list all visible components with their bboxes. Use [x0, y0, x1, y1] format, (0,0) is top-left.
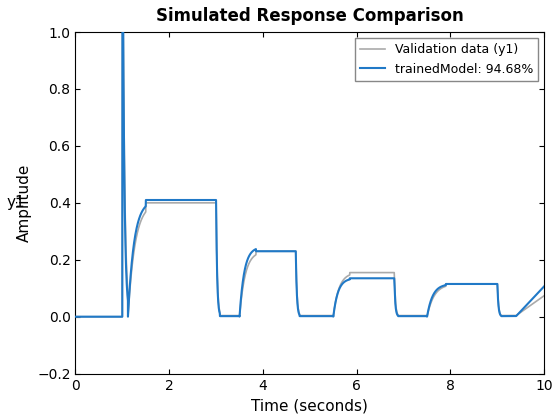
Line: trainedModel: 94.68%: trainedModel: 94.68%	[76, 32, 544, 317]
Validation data (y1)	[516, 311, 523, 316]
X-axis label: Time (seconds): Time (seconds)	[251, 398, 368, 413]
trainedModel: 94.68%: (0, 0): 94.68%: (0, 0)	[72, 314, 79, 319]
Validation data (y1)	[72, 314, 79, 319]
Validation data (y1)	[100, 314, 107, 319]
trainedModel: 94.68%: (0.414, 0): 94.68%: (0.414, 0)	[91, 314, 98, 319]
trainedModel: 94.68%: (0.598, 0): 94.68%: (0.598, 0)	[100, 314, 107, 319]
Validation data (y1)	[541, 293, 548, 298]
Legend: Validation data (y1), trainedModel: 94.68%: Validation data (y1), trainedModel: 94.6…	[354, 38, 538, 81]
trainedModel: 94.68%: (4.89, 0.002): 94.68%: (4.89, 0.002)	[301, 314, 308, 319]
Line: Validation data (y1): Validation data (y1)	[76, 32, 544, 317]
Y-axis label: y1: y1	[7, 195, 26, 210]
trainedModel: 94.68%: (9.47, 0.0144): 94.68%: (9.47, 0.0144)	[516, 310, 523, 315]
Validation data (y1)	[74, 314, 81, 319]
Validation data (y1)	[119, 29, 125, 34]
Validation data (y1)	[91, 314, 98, 319]
trainedModel: 94.68%: (10, 0.107): 94.68%: (10, 0.107)	[541, 284, 548, 289]
trainedModel: 94.68%: (1.96, 0.41): 94.68%: (1.96, 0.41)	[164, 197, 171, 202]
Validation data (y1)	[301, 313, 308, 318]
Title: Simulated Response Comparison: Simulated Response Comparison	[156, 7, 464, 25]
trainedModel: 94.68%: (0.045, 0): 94.68%: (0.045, 0)	[74, 314, 81, 319]
trainedModel: 94.68%: (1, 1): 94.68%: (1, 1)	[119, 29, 125, 34]
Text: Amplitude: Amplitude	[16, 164, 31, 242]
Validation data (y1)	[164, 200, 171, 205]
